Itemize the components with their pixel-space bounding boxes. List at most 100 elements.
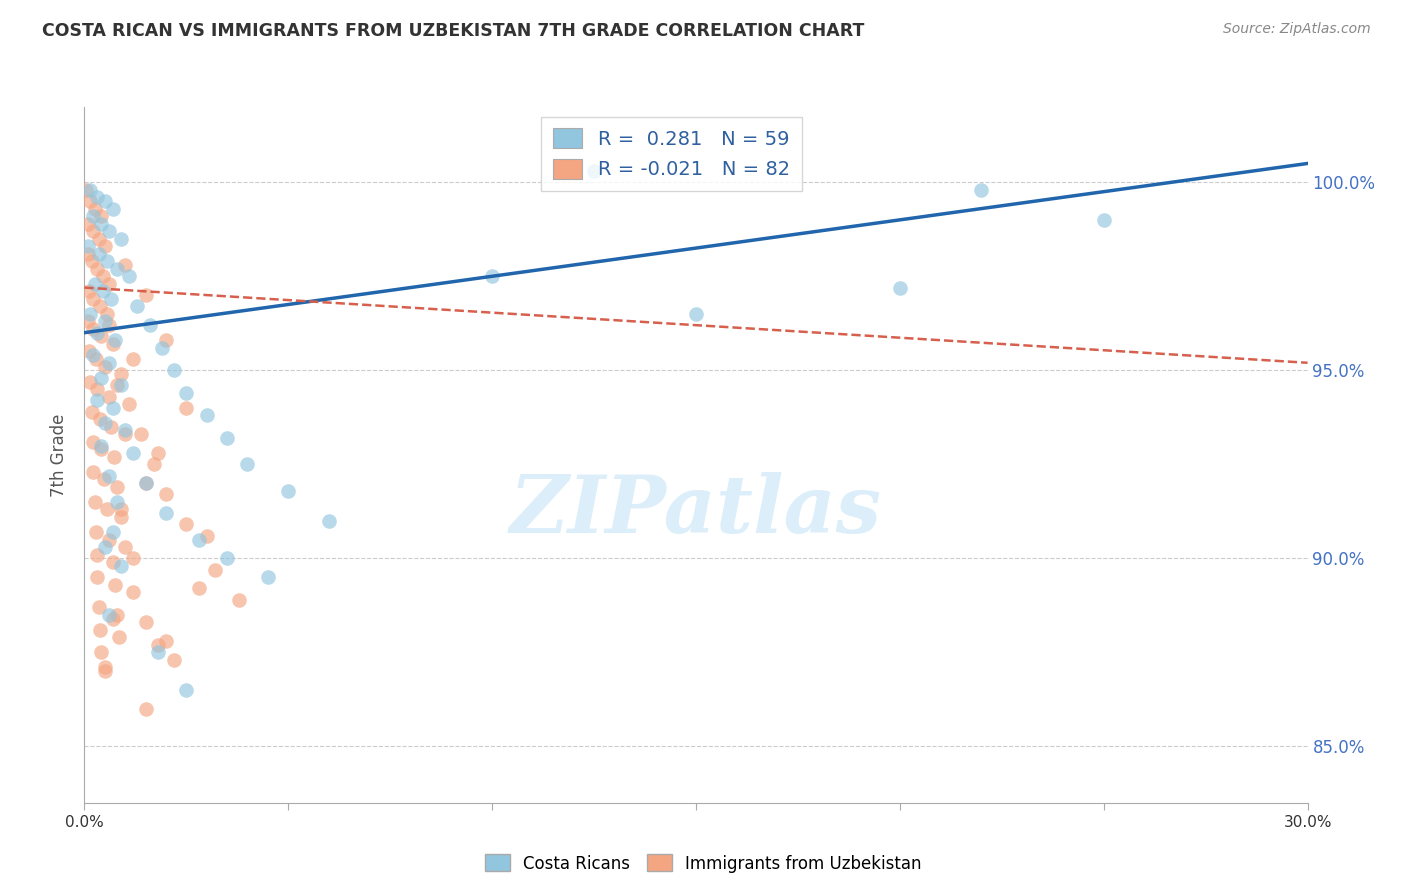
Point (77, 217, 100, 231)
Point (93, 239, 117, 253)
Point (93, 314, 117, 328)
Point (217, 551, 239, 566)
Point (83, 277, 105, 291)
Point (82, 224, 104, 238)
Point (90, 442, 112, 457)
Point (150, 341, 173, 355)
Point (127, 299, 149, 313)
Point (583, 164, 606, 178)
Point (82, 348, 104, 362)
Point (97, 318, 120, 333)
Point (87, 232, 110, 246)
Point (86, 570, 108, 584)
Point (110, 502, 132, 516)
Point (104, 577, 127, 591)
Point (118, 397, 141, 411)
Point (204, 563, 226, 577)
Point (114, 540, 136, 554)
Point (142, 458, 165, 472)
Point (90, 209, 112, 223)
Point (86, 261, 108, 276)
Point (90, 438, 112, 452)
Point (195, 409, 218, 423)
Point (236, 458, 259, 472)
Point (163, 363, 186, 377)
Point (97, 356, 120, 370)
Point (174, 385, 197, 400)
Point (174, 683, 197, 698)
Point (110, 378, 132, 392)
Point (77, 239, 100, 253)
Point (76, 246, 98, 260)
Point (100, 292, 122, 306)
Point (101, 555, 124, 569)
Point (174, 401, 197, 415)
Point (122, 446, 145, 460)
Point (195, 529, 218, 543)
Point (96, 254, 118, 268)
Point (93, 194, 117, 208)
Point (146, 645, 169, 659)
Point (97, 390, 120, 404)
Point (101, 524, 124, 539)
Point (79, 194, 101, 208)
Point (155, 506, 177, 520)
Point (93, 664, 117, 678)
Point (83, 202, 105, 216)
Point (110, 558, 132, 573)
Point (101, 202, 124, 216)
Point (481, 269, 503, 284)
Point (89, 299, 111, 313)
Point (93, 359, 117, 374)
Point (82, 465, 104, 479)
Point (122, 585, 145, 599)
Point (82, 434, 104, 449)
Point (97, 607, 120, 622)
Point (90, 645, 112, 659)
Point (104, 333, 127, 347)
Point (80, 254, 103, 268)
Text: ZIPatlas: ZIPatlas (510, 472, 882, 549)
Point (122, 351, 145, 366)
Point (89, 623, 111, 637)
Point (79, 375, 101, 389)
Point (77, 344, 100, 359)
Point (77, 285, 100, 299)
Point (155, 487, 177, 501)
Point (146, 638, 169, 652)
Point (90, 329, 112, 343)
Point (91, 269, 114, 284)
Point (1092, 212, 1115, 227)
Point (114, 424, 136, 438)
Point (257, 570, 280, 584)
Point (135, 702, 157, 716)
Point (82, 292, 104, 306)
Point (155, 634, 177, 648)
Point (76, 314, 98, 328)
Point (114, 427, 136, 442)
Point (163, 653, 186, 667)
Point (105, 378, 128, 392)
Point (86, 190, 108, 204)
Point (110, 232, 132, 246)
Point (93, 416, 117, 430)
Legend: R =  0.281   N = 59, R = -0.021   N = 82: R = 0.281 N = 59, R = -0.021 N = 82 (541, 117, 801, 191)
Point (79, 183, 101, 197)
Point (135, 476, 157, 491)
Point (277, 483, 299, 498)
Legend: Costa Ricans, Immigrants from Uzbekistan: Costa Ricans, Immigrants from Uzbekistan (478, 847, 928, 880)
Point (101, 401, 124, 415)
Point (174, 517, 197, 532)
Point (155, 333, 177, 347)
Point (86, 393, 108, 408)
Point (86, 382, 108, 396)
Point (90, 371, 112, 385)
Point (84, 351, 107, 366)
Point (685, 307, 707, 321)
Point (217, 431, 239, 445)
Point (105, 480, 128, 494)
Point (122, 551, 145, 566)
Point (131, 427, 153, 442)
Point (93, 472, 115, 486)
Point (138, 318, 160, 333)
